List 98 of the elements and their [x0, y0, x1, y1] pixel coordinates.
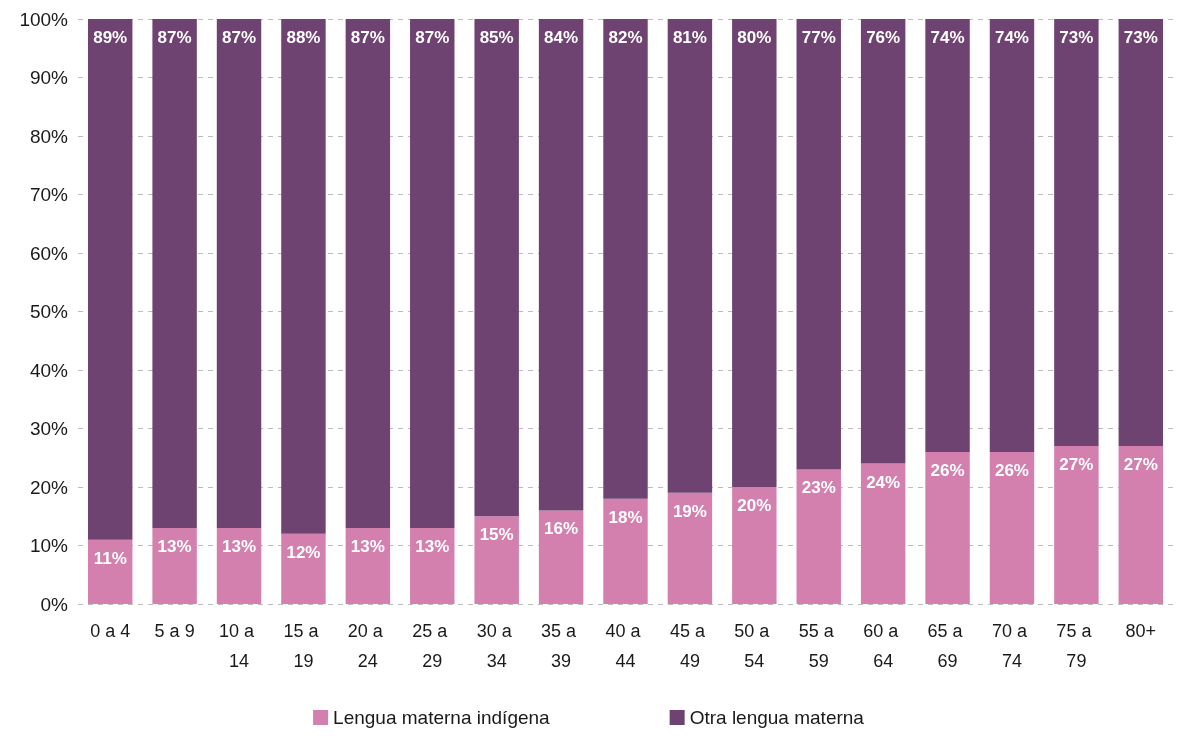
bar: [538, 19, 584, 511]
data-label: 84%: [544, 28, 579, 47]
y-tick-label: 40%: [29, 359, 69, 381]
x-tick-label: 70 a 74: [991, 621, 1032, 671]
bar: [1054, 19, 1099, 447]
data-label: 13%: [350, 536, 385, 556]
data-label: 73%: [1059, 28, 1094, 47]
y-tick-label: 100%: [19, 8, 69, 30]
data-label: 81%: [672, 28, 707, 47]
bar: [410, 527, 455, 604]
y-tick-label: 20%: [29, 476, 69, 498]
data-label: 26%: [994, 460, 1029, 480]
y-tick-label: 60%: [29, 242, 69, 264]
x-tick-label: 75 a 79: [1056, 621, 1097, 671]
bar: [732, 487, 777, 604]
bar: [281, 533, 326, 604]
data-label: 88%: [286, 28, 321, 47]
data-label: 19%: [672, 501, 707, 521]
data-label: 23%: [801, 478, 836, 498]
bar: [1054, 446, 1099, 604]
data-label: 87%: [157, 28, 192, 47]
x-tick-label: 5 a 9: [154, 621, 195, 641]
bar: [1118, 19, 1164, 447]
data-label: 27%: [1123, 455, 1158, 475]
x-tick-label: 20 a 24: [347, 621, 388, 671]
data-label: 11%: [93, 548, 127, 568]
data-label: 87%: [415, 28, 450, 47]
y-tick-label: 10%: [29, 535, 69, 556]
bar: [474, 19, 519, 517]
x-tick-label: 50 a 54: [734, 621, 775, 671]
x-tick-label: 65 a 69: [927, 621, 968, 671]
data-label: 87%: [350, 28, 385, 47]
data-label: 80%: [737, 28, 772, 47]
bar: [989, 451, 1035, 604]
y-tick-label: 50%: [29, 301, 69, 322]
x-tick-label: 0 a 4: [90, 621, 131, 641]
bar: [989, 19, 1035, 452]
bar: [216, 527, 262, 604]
data-label: 27%: [1059, 455, 1094, 475]
x-tick-label: 35 a 39: [541, 621, 582, 671]
data-label: 13%: [415, 536, 450, 556]
bar: [860, 463, 906, 604]
y-tick-label: 0%: [40, 593, 69, 615]
data-label: 85%: [479, 28, 514, 47]
legend-label: Otra lengua materna: [689, 707, 865, 728]
bar: [925, 451, 970, 604]
bar: [216, 19, 262, 528]
bar: [345, 19, 391, 528]
y-tick-label: 70%: [29, 184, 69, 205]
data-label: 82%: [608, 28, 643, 47]
bar: [474, 516, 519, 604]
x-tick-label: 80+: [1125, 621, 1157, 641]
bar: [152, 19, 197, 528]
y-tick-label: 30%: [29, 418, 69, 439]
data-label: 74%: [930, 28, 965, 47]
data-label: 15%: [479, 525, 514, 545]
x-tick-label: 10 a 14: [219, 621, 260, 671]
data-label: 77%: [801, 28, 836, 47]
data-label: 24%: [866, 472, 901, 492]
bar: [345, 527, 391, 604]
data-label: 76%: [866, 28, 901, 47]
x-tick-label: 45 a 49: [669, 621, 710, 671]
bar: [860, 19, 906, 464]
data-label: 12%: [286, 542, 321, 562]
bar: [732, 19, 777, 487]
x-tick-label: 55 a 59: [798, 621, 839, 671]
bar: [796, 19, 841, 470]
data-label: 16%: [544, 519, 579, 539]
x-tick-label: 60 a 64: [863, 621, 904, 671]
x-tick-label: 25 a 29: [412, 621, 453, 671]
bar: [603, 19, 648, 499]
bar: [1118, 446, 1164, 604]
bar: [667, 492, 713, 604]
data-label: 74%: [994, 28, 1029, 47]
bar: [603, 498, 648, 604]
bar: [796, 469, 841, 604]
data-label: 13%: [157, 536, 192, 556]
data-label: 20%: [737, 496, 772, 515]
x-tick-label: 15 a 19: [283, 621, 324, 671]
data-label: 89%: [93, 28, 128, 47]
bar: [538, 510, 584, 604]
x-tick-label: 40 a 44: [605, 621, 646, 671]
legend-label: Lengua materna indígena: [333, 707, 551, 728]
bar: [87, 19, 133, 540]
bar: [152, 527, 197, 604]
data-label: 87%: [222, 28, 257, 47]
bar: [667, 19, 713, 493]
data-label: 73%: [1123, 28, 1158, 47]
bar: [925, 19, 970, 452]
bar: [281, 19, 326, 534]
data-label: 18%: [608, 507, 643, 527]
bar: [87, 539, 133, 604]
y-tick-label: 80%: [29, 125, 69, 147]
bar: [410, 19, 455, 528]
data-label: 13%: [222, 536, 257, 556]
data-label: 26%: [930, 460, 965, 480]
x-tick-label: 30 a 34: [476, 621, 517, 671]
y-tick-label: 90%: [29, 67, 69, 88]
